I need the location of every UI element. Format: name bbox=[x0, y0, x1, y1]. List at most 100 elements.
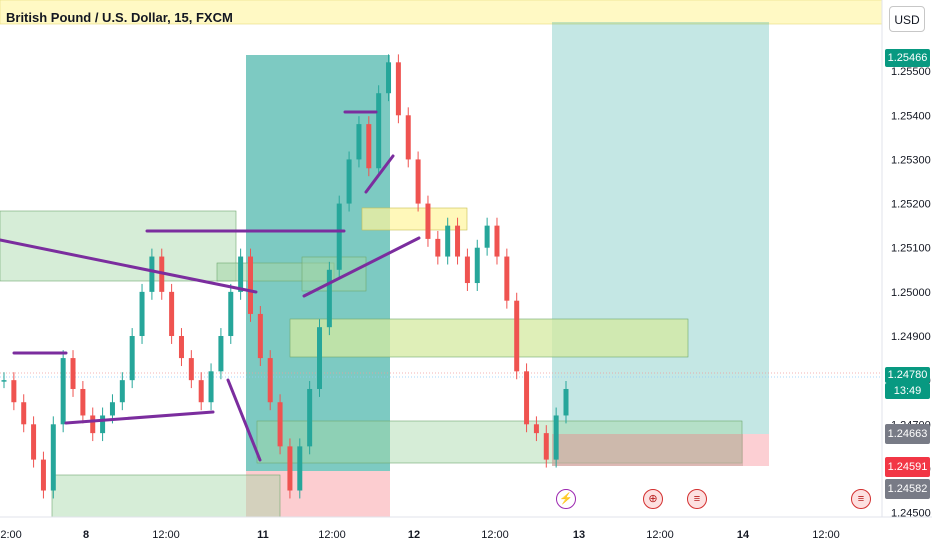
candle bbox=[277, 394, 283, 455]
candle bbox=[228, 283, 234, 344]
price-tick-label: 1.24900 bbox=[891, 331, 931, 343]
time-tick-label: 12 bbox=[408, 529, 420, 541]
candle bbox=[395, 54, 401, 124]
time-axis[interactable]: 12:00 8 12:00 11 12:00 12 12:00 13 12:00 14 12:00 bbox=[0, 529, 840, 541]
candle bbox=[40, 451, 46, 499]
price-tick-label: 1.25500 bbox=[891, 66, 931, 78]
candle bbox=[425, 195, 431, 247]
price-tag: 1.24582 bbox=[885, 479, 930, 499]
time-tick-label: 12:00 bbox=[812, 529, 840, 541]
candle bbox=[70, 350, 76, 397]
time-tick-label: 11 bbox=[257, 529, 269, 541]
yellow-zone-right[interactable] bbox=[289, 318, 689, 358]
candle bbox=[129, 328, 135, 389]
candle bbox=[504, 248, 510, 309]
candle bbox=[563, 381, 569, 424]
candle bbox=[474, 239, 480, 291]
candle bbox=[366, 116, 372, 177]
candle bbox=[455, 217, 461, 265]
candle bbox=[149, 248, 155, 300]
candle bbox=[247, 248, 253, 322]
candle bbox=[80, 381, 86, 424]
candle bbox=[386, 54, 392, 102]
chart-title: British Pound / U.S. Dollar, 15, FXCM bbox=[6, 10, 233, 25]
candle bbox=[543, 425, 549, 468]
currency-button[interactable]: USD bbox=[889, 6, 925, 32]
us-flag-icon[interactable]: ≡ bbox=[851, 489, 871, 509]
candle bbox=[445, 217, 451, 265]
candle bbox=[287, 438, 293, 499]
candle bbox=[435, 230, 441, 265]
uk-flag-icon[interactable]: ⊕ bbox=[643, 489, 663, 509]
zone-mid[interactable] bbox=[301, 256, 367, 292]
yellow-zone-mid[interactable] bbox=[361, 207, 468, 231]
candle bbox=[484, 217, 490, 256]
candle bbox=[533, 416, 539, 442]
price-tick-label: 1.25100 bbox=[891, 243, 931, 255]
candle bbox=[553, 407, 559, 468]
candle-series bbox=[1, 54, 569, 499]
price-tick-label: 1.25000 bbox=[891, 287, 931, 299]
time-tick-label: 12:00 bbox=[0, 529, 22, 541]
trend-line-support bbox=[64, 410, 215, 425]
price-tag: 13:49 bbox=[885, 383, 930, 399]
candle bbox=[31, 416, 37, 468]
stop-zone-bottom[interactable] bbox=[552, 434, 743, 466]
price-tick-label: 1.25300 bbox=[891, 154, 931, 166]
candle bbox=[494, 217, 500, 265]
zone-mid-left[interactable] bbox=[216, 262, 335, 282]
diagonal-drop-line bbox=[226, 378, 262, 462]
trend-line-ascending bbox=[302, 236, 421, 298]
candle bbox=[60, 350, 66, 433]
price-tag: 1.25466 bbox=[885, 49, 930, 67]
candle bbox=[267, 350, 273, 411]
demand-zone-bottom-left[interactable] bbox=[51, 474, 281, 518]
time-tick-label: 12:00 bbox=[152, 529, 180, 541]
candle bbox=[297, 438, 303, 499]
candle bbox=[326, 261, 332, 336]
candle bbox=[376, 85, 382, 177]
candle bbox=[100, 407, 106, 442]
candle bbox=[336, 195, 342, 278]
candle bbox=[90, 407, 96, 442]
candle bbox=[405, 107, 411, 168]
candle bbox=[524, 363, 530, 433]
candle bbox=[139, 283, 145, 344]
candle bbox=[178, 328, 184, 367]
us-flag-icon[interactable]: ≡ bbox=[687, 489, 707, 509]
candle bbox=[307, 381, 313, 455]
candle bbox=[119, 372, 125, 411]
candle bbox=[1, 372, 7, 389]
lightning-icon[interactable]: ⚡ bbox=[556, 489, 576, 509]
time-tick-label: 14 bbox=[737, 529, 750, 541]
candle bbox=[356, 116, 362, 168]
price-tick-label: 1.25200 bbox=[891, 199, 931, 211]
candle bbox=[415, 151, 421, 212]
supply-zone-left[interactable] bbox=[0, 210, 237, 282]
candle bbox=[317, 319, 323, 397]
candle bbox=[346, 151, 352, 212]
price-tag: 1.24780 bbox=[885, 367, 930, 383]
candle bbox=[188, 350, 194, 389]
candle bbox=[21, 394, 27, 433]
candle bbox=[198, 372, 204, 411]
candle bbox=[50, 416, 56, 499]
candle bbox=[11, 372, 17, 411]
long-position-2-stop-zone[interactable] bbox=[246, 471, 390, 517]
price-tag: 1.24663 bbox=[885, 424, 930, 444]
candle bbox=[208, 363, 214, 411]
candle bbox=[257, 305, 263, 367]
price-tag: 1.24591 bbox=[885, 457, 930, 477]
time-tick-label: 12:00 bbox=[318, 529, 346, 541]
trend-lines[interactable] bbox=[0, 110, 421, 462]
trend-line-descending bbox=[0, 238, 258, 294]
candle bbox=[514, 292, 520, 380]
long-position-target-zone[interactable] bbox=[552, 22, 769, 434]
trend-line-rise bbox=[364, 154, 395, 194]
candle bbox=[218, 328, 224, 380]
time-tick-label: 13 bbox=[573, 529, 585, 541]
time-tick-label: 12:00 bbox=[481, 529, 509, 541]
candle bbox=[169, 283, 175, 344]
time-tick-label: 8 bbox=[83, 529, 89, 541]
